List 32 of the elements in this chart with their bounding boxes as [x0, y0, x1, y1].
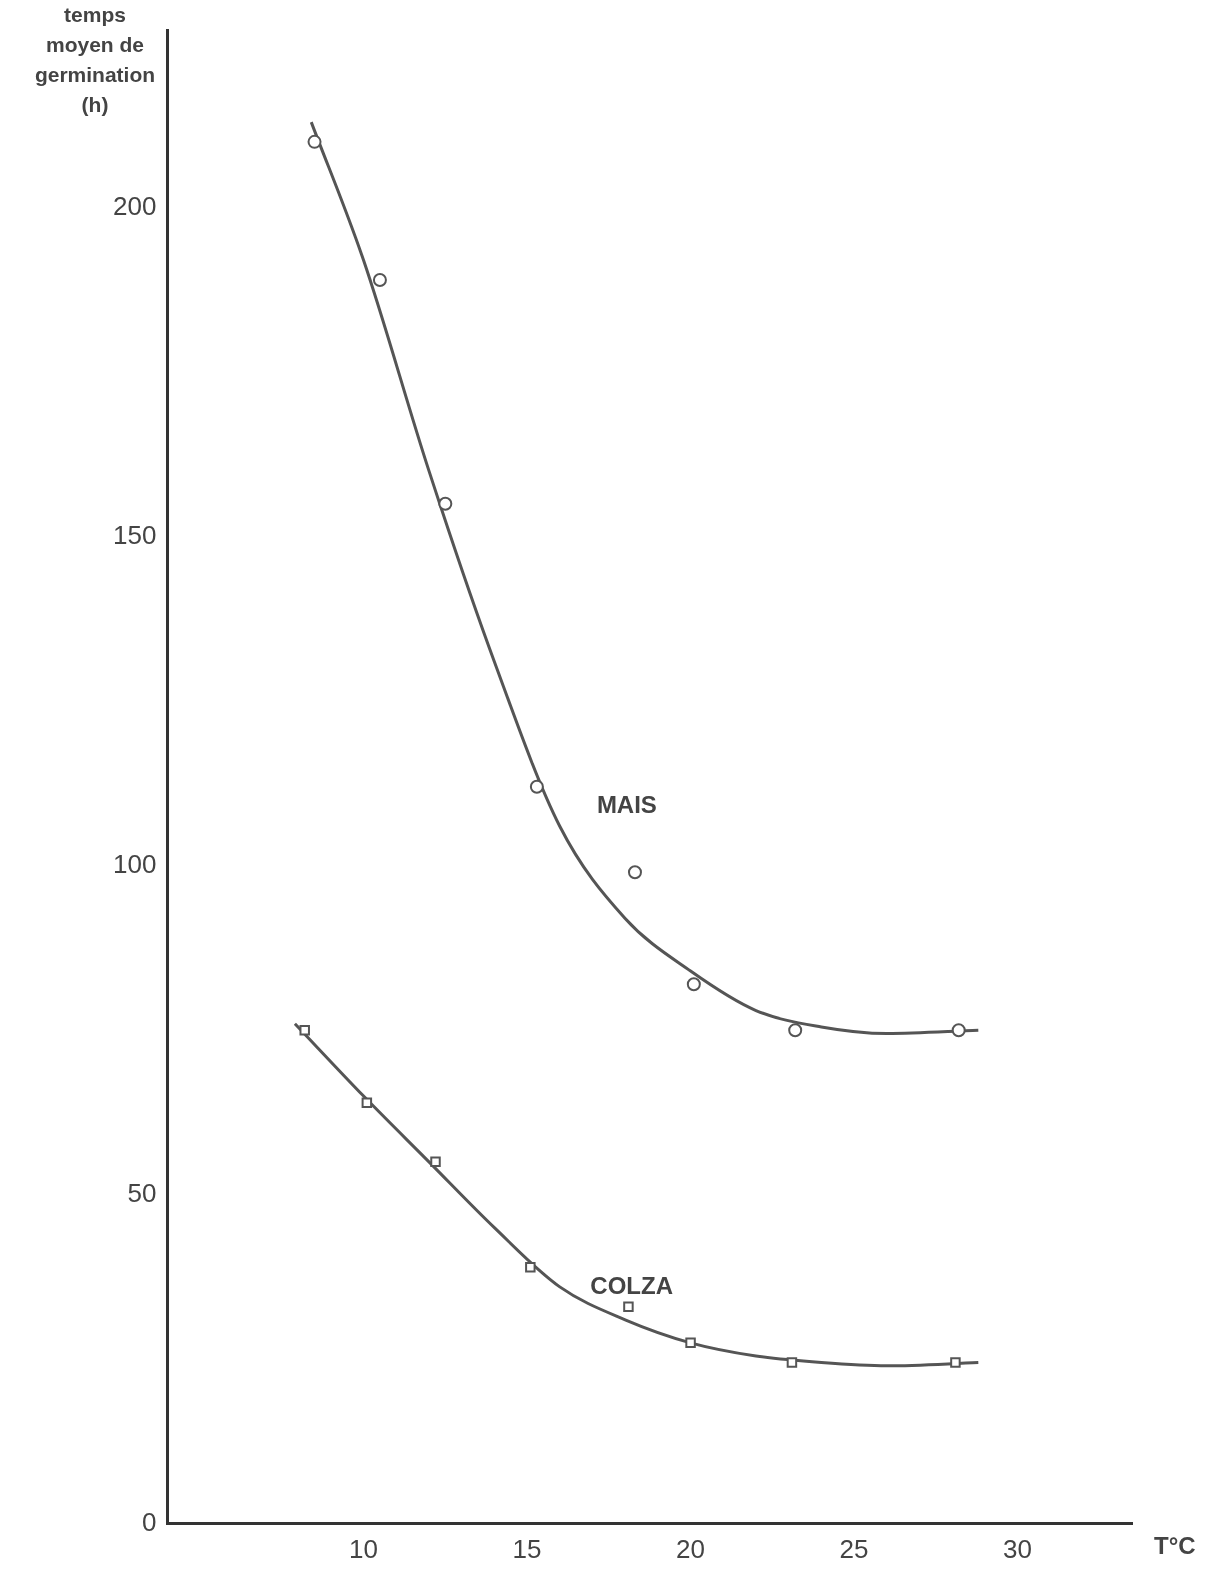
point: [951, 1023, 966, 1038]
point: [525, 1261, 536, 1273]
x-tick-label: 20: [676, 1533, 706, 1564]
y-tick-label: 0: [141, 1506, 157, 1537]
point: [361, 1097, 373, 1108]
point: [430, 1156, 441, 1168]
point: [438, 496, 453, 511]
line-series: [293, 1022, 980, 1368]
x-tick-label: 30: [1003, 1533, 1033, 1564]
y-tick-label: 200: [112, 190, 157, 221]
point: [299, 1025, 310, 1036]
y-axis-title: temps moyen de germination (h): [34, 3, 156, 117]
x-tick-label: 10: [349, 1533, 379, 1564]
x-tick-label: 25: [839, 1533, 869, 1564]
series-label: COLZA: [590, 1271, 673, 1299]
text: MAIS: [596, 791, 657, 819]
point: [372, 273, 387, 288]
point: [529, 779, 544, 794]
point: [686, 977, 701, 992]
y-tick-label: 50: [127, 1177, 157, 1208]
point: [950, 1357, 961, 1368]
point: [627, 865, 642, 880]
point: [685, 1337, 696, 1349]
line-series: [309, 120, 980, 1036]
x-axis-title: T°C: [1154, 1532, 1196, 1560]
x-tick-label: 15: [512, 1533, 542, 1564]
point: [307, 134, 322, 149]
y-tick-label: 150: [112, 519, 157, 550]
point: [623, 1301, 634, 1312]
point: [788, 1023, 803, 1038]
point: [786, 1357, 798, 1368]
y-tick-label: 100: [112, 848, 157, 879]
